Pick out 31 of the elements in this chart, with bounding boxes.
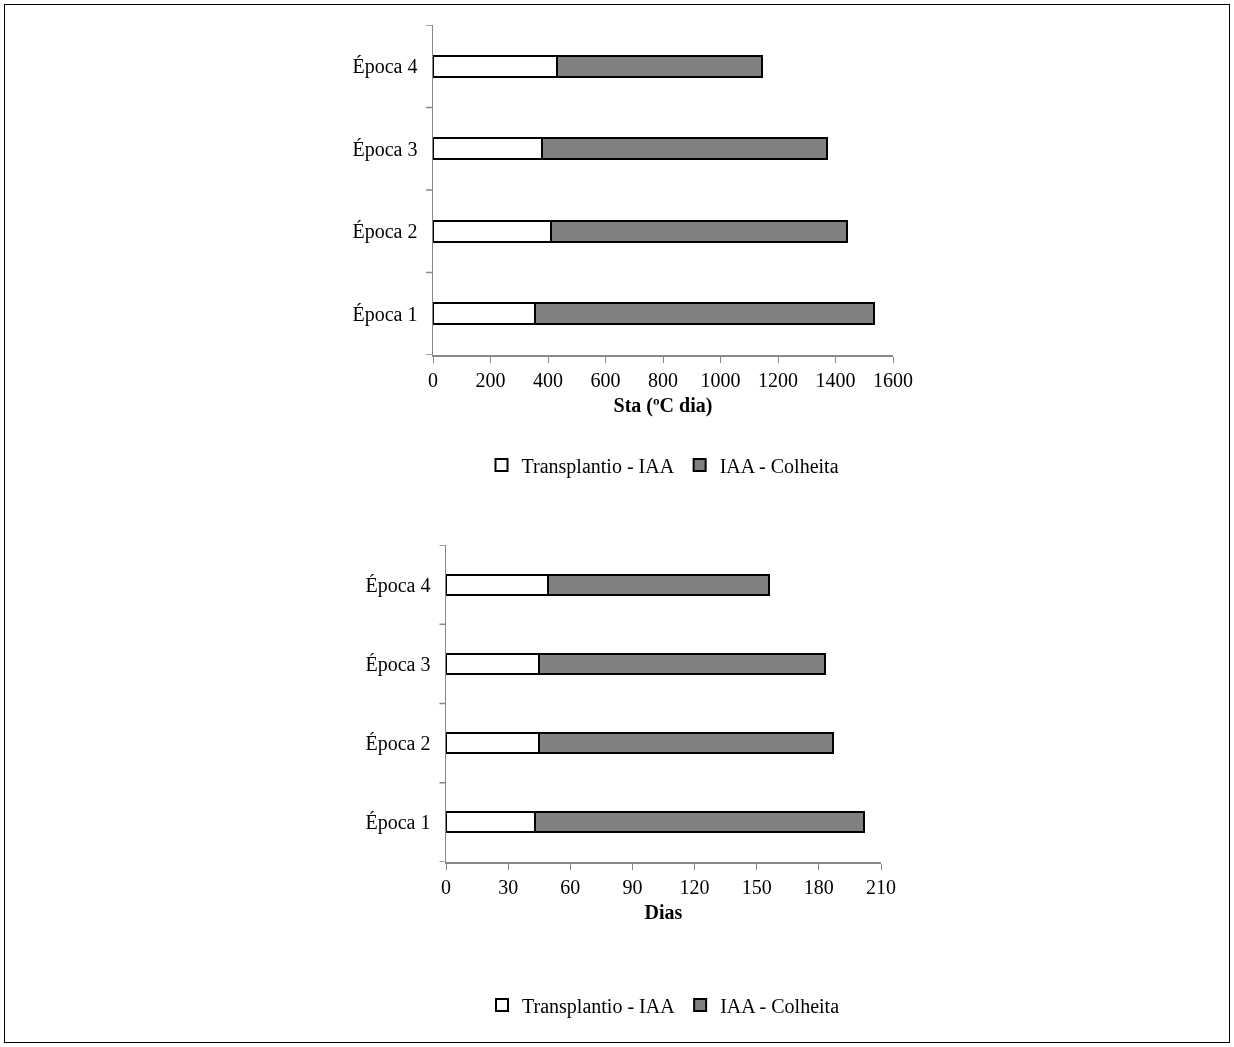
x-tick-label: 60	[560, 875, 581, 898]
x-tick-label: 0	[441, 875, 451, 898]
x-tick-label: 150	[741, 875, 772, 898]
legend-label: IAA - Colheita	[720, 994, 840, 1017]
y-tick-label: Época 3	[365, 652, 431, 676]
x-tick-label: 210	[866, 875, 896, 898]
x-axis-title: Dias	[644, 900, 683, 923]
y-tick-label: Época 2	[365, 732, 431, 756]
x-tick-label: 1000	[700, 368, 741, 391]
x-axis-title: Sta (ºC dia)	[613, 393, 713, 417]
y-tick-label: Época 4	[365, 573, 431, 597]
legend-label: Transplantio - IAA	[522, 994, 676, 1018]
x-tick-label: 120	[679, 875, 710, 898]
x-tick-label: 400	[533, 368, 563, 391]
x-tick-label: 1400	[815, 368, 856, 391]
y-tick-label: Época 2	[352, 220, 418, 244]
legend-label: Transplantio - IAA	[521, 454, 675, 478]
y-tick-label: Época 1	[352, 302, 418, 326]
x-tick-label: 1200	[758, 368, 798, 391]
y-tick-label: Época 1	[365, 811, 431, 835]
x-tick-label: 180	[803, 875, 834, 898]
legend-label: IAA - Colheita	[719, 454, 839, 477]
x-tick-label: 90	[622, 875, 643, 898]
x-tick-label: 800	[648, 368, 678, 391]
y-tick-label: Época 4	[352, 55, 418, 79]
x-tick-label: 30	[498, 875, 519, 898]
x-tick-label: 600	[590, 368, 621, 391]
x-tick-label: 200	[475, 368, 506, 391]
x-tick-label: 1600	[873, 368, 913, 391]
x-tick-label: 0	[428, 368, 438, 391]
y-tick-label: Época 3	[352, 137, 418, 161]
